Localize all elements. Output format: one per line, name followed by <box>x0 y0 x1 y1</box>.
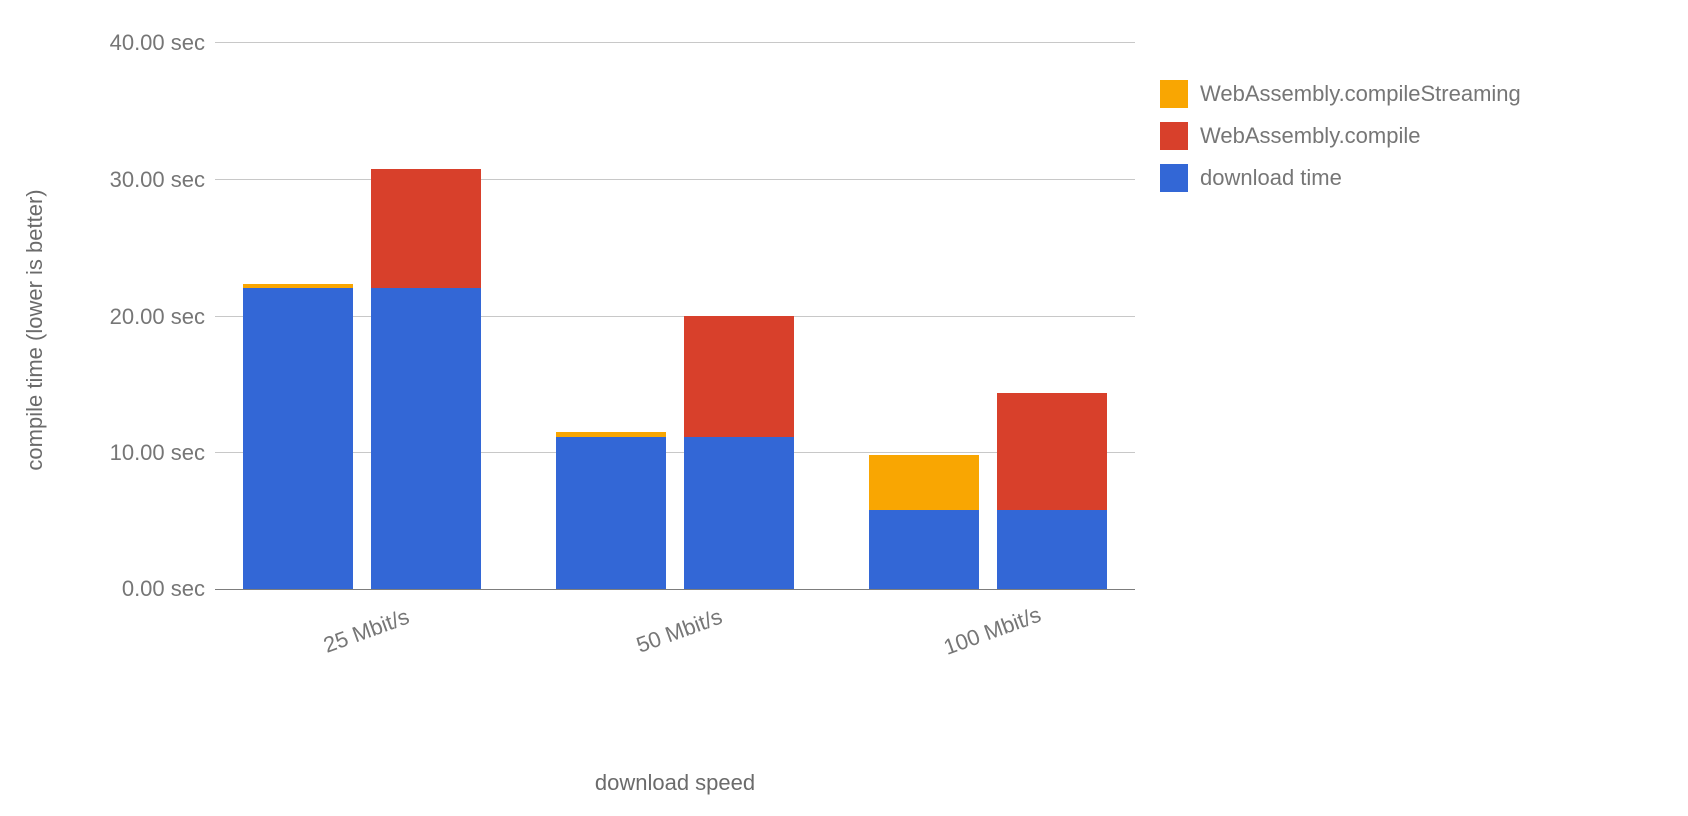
bar-segment-compile <box>997 393 1107 509</box>
gridline: 30.00 sec <box>215 179 1135 180</box>
legend-item: WebAssembly.compileStreaming <box>1160 80 1521 108</box>
legend-item: download time <box>1160 164 1521 192</box>
legend-label: WebAssembly.compileStreaming <box>1200 81 1521 107</box>
bar-segment-compile <box>684 316 794 438</box>
x-axis-title: download speed <box>595 770 755 796</box>
y-tick-label: 10.00 sec <box>110 440 205 466</box>
legend-swatch <box>1160 122 1188 150</box>
legend-item: WebAssembly.compile <box>1160 122 1521 150</box>
bar-segment-download_time <box>684 437 794 589</box>
legend-swatch <box>1160 164 1188 192</box>
y-tick-label: 40.00 sec <box>110 30 205 56</box>
x-tick-label: 50 Mbit/s <box>633 604 726 659</box>
plot-area: 0.00 sec10.00 sec20.00 sec30.00 sec40.00… <box>215 42 1135 590</box>
y-tick-label: 30.00 sec <box>110 167 205 193</box>
y-tick-label: 0.00 sec <box>122 576 205 602</box>
gridline: 20.00 sec <box>215 316 1135 317</box>
bar-segment-download_time <box>869 510 979 589</box>
legend: WebAssembly.compileStreaming WebAssembly.… <box>1160 80 1521 206</box>
bar <box>371 169 481 589</box>
bar-segment-compileStreaming <box>869 455 979 510</box>
y-tick-label: 20.00 sec <box>110 304 205 330</box>
legend-label: download time <box>1200 165 1342 191</box>
y-axis-title: compile time (lower is better) <box>22 189 48 470</box>
bar-segment-download_time <box>243 288 353 589</box>
chart-container: compile time (lower is better) 0.00 sec 1… <box>0 0 1688 816</box>
x-tick-label: 25 Mbit/s <box>320 604 413 659</box>
bar <box>869 455 979 589</box>
bar-segment-compile <box>371 169 481 288</box>
legend-label: WebAssembly.compile <box>1200 123 1420 149</box>
legend-swatch <box>1160 80 1188 108</box>
x-tick-label: 100 Mbit/s <box>940 602 1044 661</box>
bar-segment-download_time <box>556 437 666 589</box>
bar <box>556 432 666 589</box>
bar-segment-download_time <box>997 510 1107 589</box>
bar <box>684 316 794 589</box>
gridline: 40.00 sec <box>215 42 1135 43</box>
bar-segment-download_time <box>371 288 481 589</box>
bar <box>243 284 353 589</box>
bar <box>997 393 1107 589</box>
